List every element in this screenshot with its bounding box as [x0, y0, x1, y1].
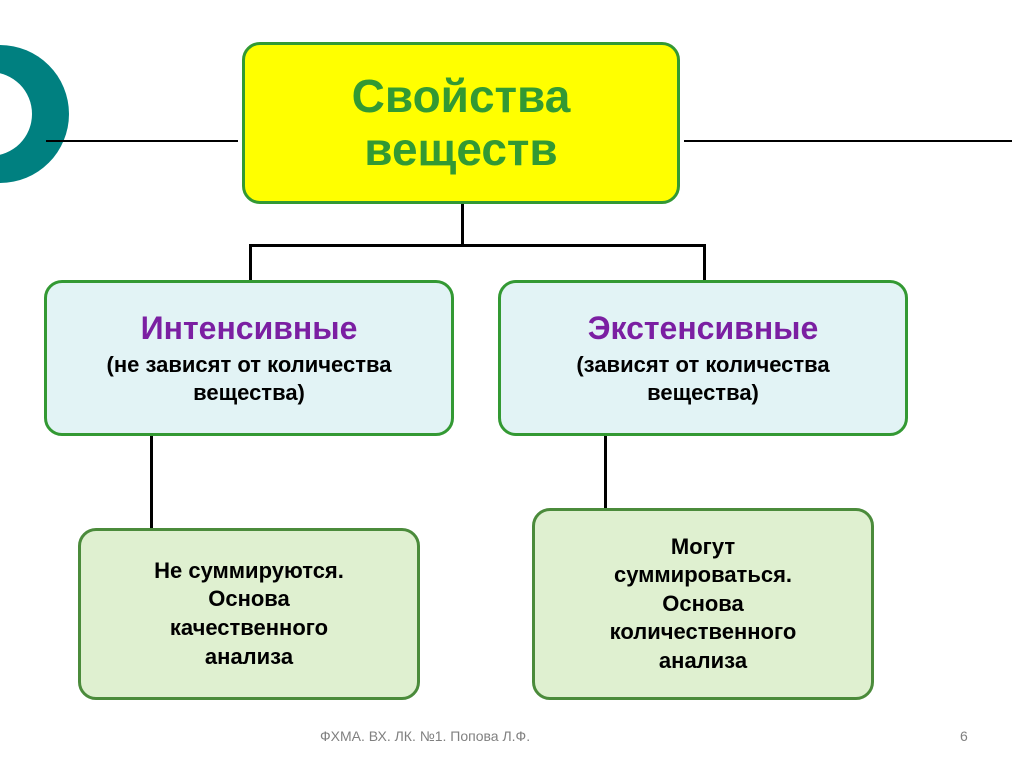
rule-left: [46, 140, 238, 142]
leaf0-line1: Не суммируются.: [154, 557, 344, 586]
footer-text: ФХМА. ВХ. ЛК. №1. Попова Л.Ф.: [320, 728, 530, 744]
leaf0-line3: качественного: [170, 614, 328, 643]
connector-h-bar: [249, 244, 706, 247]
connector-root-stem: [461, 204, 464, 244]
connector-child-drop-right: [703, 244, 706, 280]
connector-child-drop-left: [249, 244, 252, 280]
leaf1-line2: суммироваться.: [614, 561, 792, 590]
leaf1-line1: Могут: [671, 533, 735, 562]
leaf1-line5: анализа: [659, 647, 747, 676]
child-sub1-extensive: (зависят от количества: [576, 351, 829, 379]
root-node: Свойства веществ: [242, 42, 680, 204]
leaf-node-qualitative: Не суммируются. Основа качественного ана…: [78, 528, 420, 700]
connector-leaf-link-right: [604, 436, 607, 508]
child-title-extensive: Экстенсивные: [588, 310, 819, 347]
child-sub1-intensive: (не зависят от количества: [107, 351, 392, 379]
root-line2: веществ: [364, 123, 557, 176]
leaf1-line4: количественного: [610, 618, 797, 647]
leaf0-line4: анализа: [205, 643, 293, 672]
connector-leaf-link-left: [150, 436, 153, 528]
root-line1: Свойства: [352, 70, 571, 123]
child-sub2-intensive: вещества): [193, 379, 305, 407]
rule-right: [684, 140, 1012, 142]
leaf0-line2: Основа: [208, 585, 290, 614]
leaf1-line3: Основа: [662, 590, 744, 619]
child-node-extensive: Экстенсивные (зависят от количества веще…: [498, 280, 908, 436]
child-node-intensive: Интенсивные (не зависят от количества ве…: [44, 280, 454, 436]
leaf-node-quantitative: Могут суммироваться. Основа количественн…: [532, 508, 874, 700]
child-sub2-extensive: вещества): [647, 379, 759, 407]
child-title-intensive: Интенсивные: [141, 310, 358, 347]
slide-number: 6: [960, 728, 968, 744]
